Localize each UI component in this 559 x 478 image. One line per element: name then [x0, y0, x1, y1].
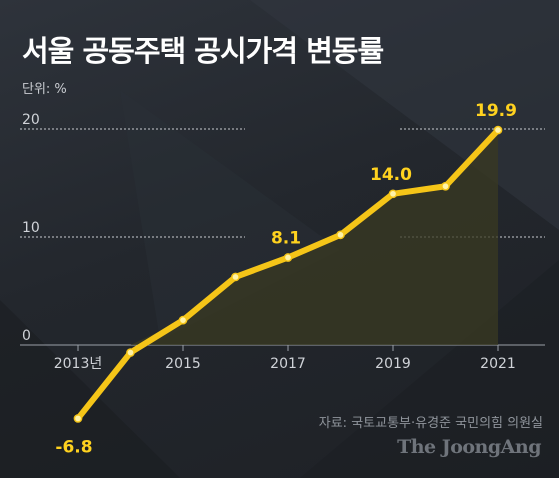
data-point-2013 — [73, 414, 83, 423]
point-layer — [73, 125, 503, 423]
data-point-2015 — [178, 315, 188, 325]
data-label-2021: 19.9 — [475, 101, 517, 121]
chart-title: 서울 공동주택 공시가격 변동률 — [22, 34, 384, 68]
area-fill — [78, 130, 498, 345]
data-point-2019 — [388, 189, 398, 199]
x-tick-label-2013: 2013년 — [54, 356, 103, 372]
x-tick-label-2015: 2015 — [165, 356, 201, 372]
data-label-2017: 8.1 — [271, 229, 301, 249]
data-point-2020 — [441, 181, 450, 191]
data-point-2018 — [336, 230, 345, 240]
y-tick-label: 0 — [22, 328, 31, 344]
label-layer: -6.8 8.1 14.0 19.9 — [55, 101, 517, 457]
area-layer — [78, 130, 498, 345]
x-tick-label-2017: 2017 — [270, 356, 306, 372]
data-label-2019: 14.0 — [370, 165, 412, 185]
tick-layer: 2013년 2015 2017 2019 2021 — [54, 345, 516, 372]
data-point-2021 — [493, 125, 503, 135]
x-tick-label-2021: 2021 — [480, 356, 516, 372]
source-note: 자료: 국토교통부·유경준 국민의힘 의원실 — [318, 416, 543, 431]
y-tick-label: 10 — [22, 220, 40, 236]
data-point-2016 — [231, 272, 240, 282]
unit-label: 단위: % — [22, 82, 67, 97]
y-tick-label: 20 — [22, 112, 40, 128]
data-label-2013: -6.8 — [55, 437, 92, 457]
x-tick-label-2019: 2019 — [375, 356, 411, 372]
data-point-2017 — [283, 253, 293, 262]
brand-logo: The JoongAng — [397, 436, 541, 458]
data-point-2014 — [126, 348, 135, 357]
